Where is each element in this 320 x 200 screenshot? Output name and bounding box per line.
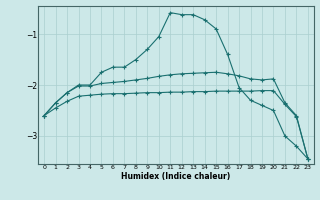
X-axis label: Humidex (Indice chaleur): Humidex (Indice chaleur) <box>121 172 231 181</box>
